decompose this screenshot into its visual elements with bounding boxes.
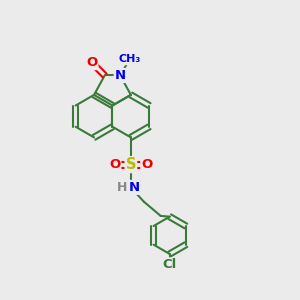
- Text: N: N: [115, 69, 126, 82]
- Text: O: O: [109, 158, 120, 171]
- Text: H: H: [117, 181, 128, 194]
- Text: Cl: Cl: [163, 258, 177, 272]
- Text: O: O: [86, 56, 98, 69]
- Text: CH₃: CH₃: [118, 54, 141, 64]
- Text: O: O: [141, 158, 152, 171]
- Text: N: N: [129, 181, 140, 194]
- Text: S: S: [126, 157, 136, 172]
